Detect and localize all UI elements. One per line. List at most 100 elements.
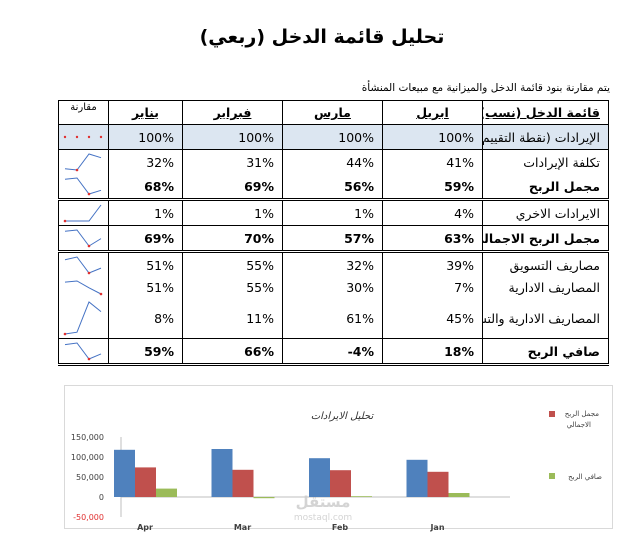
sparkline-low-marker: [87, 357, 91, 361]
sparkline-line: [64, 280, 102, 295]
cell-jan: 8%: [108, 298, 183, 339]
sparkline-line: [64, 229, 102, 247]
sparkline: [64, 153, 102, 172]
sparkline: [64, 177, 102, 196]
x-tick-label: Apr: [137, 523, 153, 532]
sparkline: [64, 342, 102, 361]
cell-mar: 61%: [282, 298, 383, 339]
header-apr: ابريل: [382, 100, 483, 125]
cell-mar: 56%: [282, 174, 383, 201]
table-row: 59% 66% -4% 18% صافي الربح: [58, 338, 609, 366]
row-label: المصاريف الادارية والتسويقية: [482, 298, 609, 339]
cell-jan: 51%: [108, 251, 183, 277]
sparkline-marker: [63, 135, 67, 139]
table-row: 68% 69% 56% 59% مجمل الربح: [58, 174, 609, 201]
header-mar: مارس: [282, 100, 383, 125]
table-row: 100% 100% 100% 100% الإيرادات (نقطة التقييم): [58, 124, 609, 150]
sparkline-low-marker: [63, 219, 67, 223]
y-tick-label: -50,000: [73, 513, 104, 522]
sparkline-marker: [87, 135, 91, 139]
sparkline-low-marker: [87, 192, 91, 196]
cell-jan: 32%: [108, 149, 183, 174]
cell-apr: 59%: [382, 174, 483, 201]
y-tick-label: 150,000: [71, 433, 104, 442]
sparkline-cell: [58, 149, 109, 174]
chart-title: تحليل الايرادات: [311, 411, 375, 422]
cell-mar: 44%: [282, 149, 383, 174]
bar-feb-s2: [351, 496, 372, 497]
income-statement-table: مقارنة يناير فبراير مارس ابريل قائمة الد…: [58, 100, 609, 366]
bar-jan-s2: [448, 493, 470, 497]
cell-jan: 100%: [108, 124, 183, 150]
cell-feb: 31%: [182, 149, 283, 174]
bar-mar-s0: [211, 449, 233, 497]
cell-mar: 57%: [282, 225, 383, 253]
bar-jan-s1: [427, 471, 449, 497]
cell-jan: 69%: [108, 225, 183, 253]
sparkline-low-marker: [99, 292, 103, 296]
sparkline-cell: [58, 338, 109, 366]
sparkline: [63, 135, 103, 139]
header-label: قائمة الدخل (نسب): [482, 100, 609, 125]
watermark-url: mostaql.com: [294, 513, 352, 523]
legend-label-gross-profit-line1: مجمل الربح: [565, 410, 599, 418]
sparkline-line: [64, 177, 102, 195]
table-subtitle: يتم مقارنة بنود قائمة الدخل والميزانية م…: [361, 82, 610, 94]
table-row: 8%11%61%45%المصاريف الادارية والتسويقية: [58, 298, 609, 339]
table-row: 51% 55% 32% 39% مصاريف التسويق: [58, 251, 609, 277]
cell-mar: 32%: [282, 251, 383, 277]
row-label: المصاريف الادارية: [482, 277, 609, 298]
cell-apr: 18%: [382, 338, 483, 366]
page-title: تحليل قائمة الدخل (ربعي): [199, 26, 445, 48]
legend-swatch-gross-profit: [549, 411, 555, 417]
watermark-brand: مستقل: [296, 493, 351, 511]
cell-feb: 100%: [182, 124, 283, 150]
table-row: 32% 31% 44% 41% تكلفة الإيرادات: [58, 149, 609, 174]
row-label: مجمل الربح الاجمالي: [482, 225, 609, 253]
legend-label-gross-profit-line2: الاجمالي: [567, 421, 591, 429]
y-tick-label: 50,000: [76, 473, 104, 482]
cell-mar: 30%: [282, 277, 383, 298]
sparkline: [64, 256, 102, 275]
legend-label-net-profit: صافي الربح: [568, 473, 602, 481]
x-tick-label: Jan: [429, 523, 444, 532]
cell-feb: 1%: [182, 199, 283, 226]
cell-apr: 4%: [382, 199, 483, 226]
y-tick-label: 0: [99, 493, 104, 502]
bar-feb-s1: [330, 470, 351, 497]
bar-mar-s2: [253, 497, 275, 499]
table-row: 69% 70% 57% 63% مجمل الربح الاجمالي: [58, 225, 609, 253]
sparkline-low-marker: [87, 271, 91, 275]
row-label: مجمل الربح: [482, 174, 609, 201]
x-tick-label: Mar: [234, 523, 251, 532]
row-label: تكلفة الإيرادات: [482, 149, 609, 174]
bar-jan-s0: [406, 459, 428, 497]
cell-feb: 11%: [182, 298, 283, 339]
sparkline: [64, 229, 102, 248]
sparkline-line: [64, 301, 102, 335]
sparkline-low-marker: [63, 332, 67, 336]
cell-jan: 1%: [108, 199, 183, 226]
cell-feb: 66%: [182, 338, 283, 366]
header-feb: فبراير: [182, 100, 283, 125]
cell-apr: 41%: [382, 149, 483, 174]
sparkline-marker: [99, 135, 103, 139]
sparkline-line: [65, 204, 102, 222]
sparkline-cell: [58, 251, 109, 277]
row-label: الايرادات الاخري: [482, 199, 609, 226]
cell-apr: 63%: [382, 225, 483, 253]
bar-feb-s0: [309, 458, 330, 497]
sparkline-line: [64, 153, 102, 171]
bar-apr-s0: [114, 449, 135, 497]
sparkline-cell: [58, 124, 109, 150]
sparkline: [63, 204, 102, 223]
table-row: 1% 1% 1% 4% الايرادات الاخري: [58, 199, 609, 226]
cell-jan: 51%: [108, 277, 183, 298]
cell-apr: 45%: [382, 298, 483, 339]
sparkline-cell: [58, 277, 109, 298]
sparkline-low-marker: [87, 244, 91, 248]
cell-mar: 1%: [282, 199, 383, 226]
row-label: صافي الربح: [482, 338, 609, 366]
sparkline-low-marker: [75, 168, 79, 172]
bar-apr-s2: [156, 488, 177, 497]
